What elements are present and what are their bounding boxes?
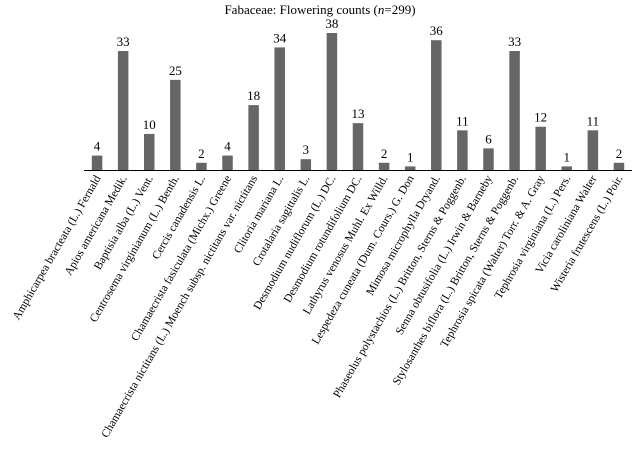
bar-value-label: 2 bbox=[198, 146, 205, 161]
bar bbox=[248, 105, 259, 170]
bar bbox=[483, 148, 494, 170]
bar-value-label: 1 bbox=[407, 149, 414, 164]
bar-value-label: 25 bbox=[169, 63, 182, 78]
bar-value-label: 3 bbox=[303, 142, 310, 157]
bar bbox=[274, 47, 285, 170]
bar-value-label: 33 bbox=[508, 34, 521, 49]
bar bbox=[561, 166, 573, 170]
bar bbox=[587, 130, 599, 170]
bar-value-label: 12 bbox=[534, 110, 547, 125]
bar bbox=[457, 130, 468, 170]
bar bbox=[117, 51, 129, 170]
bar-value-label: 1 bbox=[564, 149, 571, 164]
bar-value-label: 34 bbox=[273, 30, 287, 45]
bar-value-label: 2 bbox=[381, 146, 388, 161]
bar bbox=[143, 133, 155, 170]
bar-value-label: 18 bbox=[247, 88, 260, 103]
bar bbox=[352, 123, 364, 170]
bar-value-label: 4 bbox=[224, 139, 231, 154]
bar bbox=[196, 162, 207, 170]
bar bbox=[378, 162, 390, 170]
bar-value-label: 6 bbox=[485, 131, 492, 146]
bar bbox=[170, 79, 181, 170]
bar-value-label: 11 bbox=[456, 113, 469, 128]
category-label: Chamaecrista fasiculata (Michx.) Greene bbox=[129, 174, 234, 344]
bar-value-label: 2 bbox=[616, 146, 623, 161]
bar-value-label: 36 bbox=[430, 23, 444, 38]
bar-value-label: 13 bbox=[352, 106, 365, 121]
chart-title: Fabaceae: Flowering counts (n=299) bbox=[224, 2, 415, 17]
bar bbox=[535, 126, 546, 170]
category-labels-group: Amphicarpea bracteata (L.) FernaldApios … bbox=[11, 173, 626, 440]
bar bbox=[222, 155, 233, 170]
bar bbox=[300, 159, 312, 170]
bars-group bbox=[91, 33, 625, 171]
bar bbox=[404, 166, 416, 170]
bar bbox=[431, 40, 442, 171]
bar-value-label: 10 bbox=[143, 117, 156, 132]
bar bbox=[613, 162, 625, 170]
bar-value-label: 33 bbox=[117, 34, 130, 49]
bar bbox=[509, 51, 520, 170]
bar-value-label: 38 bbox=[325, 16, 338, 31]
bar-value-label: 4 bbox=[94, 139, 101, 154]
bar bbox=[326, 33, 338, 170]
bar bbox=[91, 155, 103, 170]
bar-value-label: 11 bbox=[587, 113, 600, 128]
